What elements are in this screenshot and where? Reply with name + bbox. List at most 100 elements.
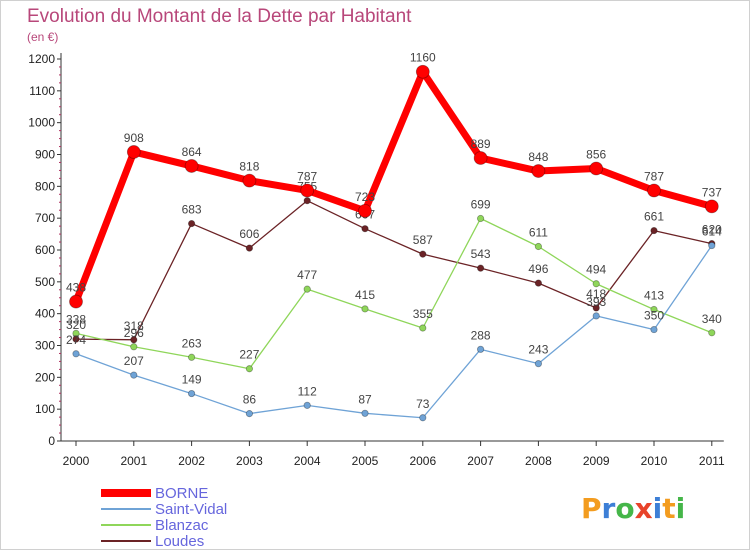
y-tick-label: 900 [35, 148, 55, 162]
data-label-loudes: 318 [124, 319, 144, 333]
data-label-saint-vidal: 87 [358, 392, 372, 406]
data-label-loudes: 543 [471, 247, 491, 261]
data-label-loudes: 320 [66, 318, 86, 332]
legend-label-loudes: Loudes [155, 533, 204, 549]
data-label-borne: 438 [66, 281, 86, 295]
data-label-saint-vidal: 86 [243, 393, 257, 407]
data-label-saint-vidal: 350 [644, 309, 664, 323]
data-point-saint-vidal [245, 410, 253, 418]
data-point-loudes [476, 264, 485, 272]
data-point-blanzac [650, 305, 658, 314]
x-tick-label: 2007 [467, 454, 494, 468]
data-label-blanzac: 263 [182, 336, 202, 350]
y-tick-label: 200 [35, 370, 55, 384]
data-point-loudes [188, 219, 196, 228]
data-point-saint-vidal [72, 350, 80, 358]
data-label-loudes: 606 [239, 227, 259, 241]
y-tick-label: 300 [35, 339, 55, 353]
chart-title: Evolution du Montant de la Dette par Hab… [27, 6, 412, 27]
y-tick-label: 800 [35, 179, 55, 193]
data-label-blanzac: 296 [124, 326, 144, 340]
series-line-borne [72, 68, 716, 306]
data-point-borne [242, 173, 257, 188]
legend-label-borne: BORNE [155, 485, 208, 502]
series-line-saint-vidal [75, 244, 713, 419]
data-point-borne [300, 183, 315, 198]
x-tick-label: 2001 [120, 454, 147, 468]
data-label-blanzac: 611 [529, 225, 548, 239]
data-point-blanzac [72, 329, 80, 338]
data-point-blanzac [534, 242, 543, 251]
data-point-loudes [130, 336, 138, 344]
x-tick-label: 2004 [294, 454, 321, 468]
data-point-saint-vidal [650, 325, 658, 334]
data-point-blanzac [303, 285, 311, 293]
data-point-blanzac [245, 365, 253, 373]
y-tick-label: 100 [35, 402, 55, 416]
data-label-saint-vidal: 73 [416, 397, 430, 411]
data-point-saint-vidal [361, 409, 369, 417]
data-label-borne: 723 [355, 190, 375, 204]
data-label-borne: 848 [528, 150, 548, 164]
chart-unit-label: (en €) [27, 30, 59, 44]
data-label-loudes: 587 [413, 233, 433, 247]
data-label-borne: 908 [124, 131, 144, 145]
y-tick-label: 0 [48, 434, 55, 448]
y-tick-label: 1100 [29, 84, 55, 98]
data-label-blanzac: 227 [239, 348, 259, 362]
x-tick-label: 2005 [352, 454, 379, 468]
data-point-loudes [650, 226, 658, 235]
data-point-saint-vidal [476, 345, 485, 353]
data-label-borne: 856 [586, 148, 606, 162]
data-point-borne [589, 161, 604, 176]
proxiti-logo: Proxiti [581, 492, 685, 525]
data-point-loudes [592, 304, 600, 312]
data-point-blanzac [188, 353, 196, 361]
data-label-loudes: 418 [586, 287, 606, 301]
data-label-saint-vidal: 614 [702, 225, 722, 239]
data-label-blanzac: 477 [297, 268, 317, 282]
x-tick-label: 2006 [409, 454, 436, 468]
y-tick-label: 400 [35, 307, 55, 321]
y-tick-label: 600 [35, 243, 55, 257]
data-point-borne [415, 64, 430, 79]
x-tick-label: 2003 [236, 454, 263, 468]
data-label-borne: 818 [239, 160, 259, 174]
data-point-loudes [303, 197, 311, 205]
data-point-saint-vidal [188, 389, 196, 398]
data-point-loudes [419, 250, 427, 258]
x-tick-label: 2011 [699, 454, 725, 468]
data-point-borne [358, 203, 372, 218]
series-line-blanzac [75, 217, 713, 370]
x-tick-label: 2009 [583, 454, 610, 468]
data-point-blanzac [419, 324, 427, 332]
data-label-borne: 787 [644, 169, 664, 183]
series-line-loudes [75, 200, 713, 341]
x-tick-label: 2002 [178, 454, 205, 468]
data-label-borne: 889 [471, 137, 491, 151]
data-point-borne [647, 183, 661, 198]
data-point-blanzac [476, 214, 485, 223]
data-point-borne [126, 145, 141, 159]
data-point-borne [531, 164, 546, 178]
data-point-saint-vidal [130, 371, 138, 379]
data-label-blanzac: 699 [471, 197, 491, 211]
data-label-saint-vidal: 243 [528, 343, 548, 357]
y-tick-label: 1000 [28, 116, 55, 130]
data-label-loudes: 661 [644, 210, 664, 224]
data-point-borne [704, 199, 719, 214]
data-point-borne [473, 151, 488, 165]
data-label-saint-vidal: 149 [182, 373, 202, 387]
data-point-saint-vidal [303, 401, 311, 409]
data-label-saint-vidal: 112 [298, 384, 317, 398]
data-point-blanzac [130, 343, 138, 351]
data-label-blanzac: 413 [644, 289, 664, 303]
data-label-blanzac: 355 [413, 307, 433, 321]
data-label-saint-vidal: 274 [66, 333, 86, 347]
data-label-blanzac: 340 [702, 312, 722, 326]
data-point-blanzac [708, 329, 716, 337]
legend-label-blanzac: Blanzac [155, 517, 209, 534]
data-point-saint-vidal [419, 414, 427, 422]
x-tick-label: 2008 [525, 454, 552, 468]
